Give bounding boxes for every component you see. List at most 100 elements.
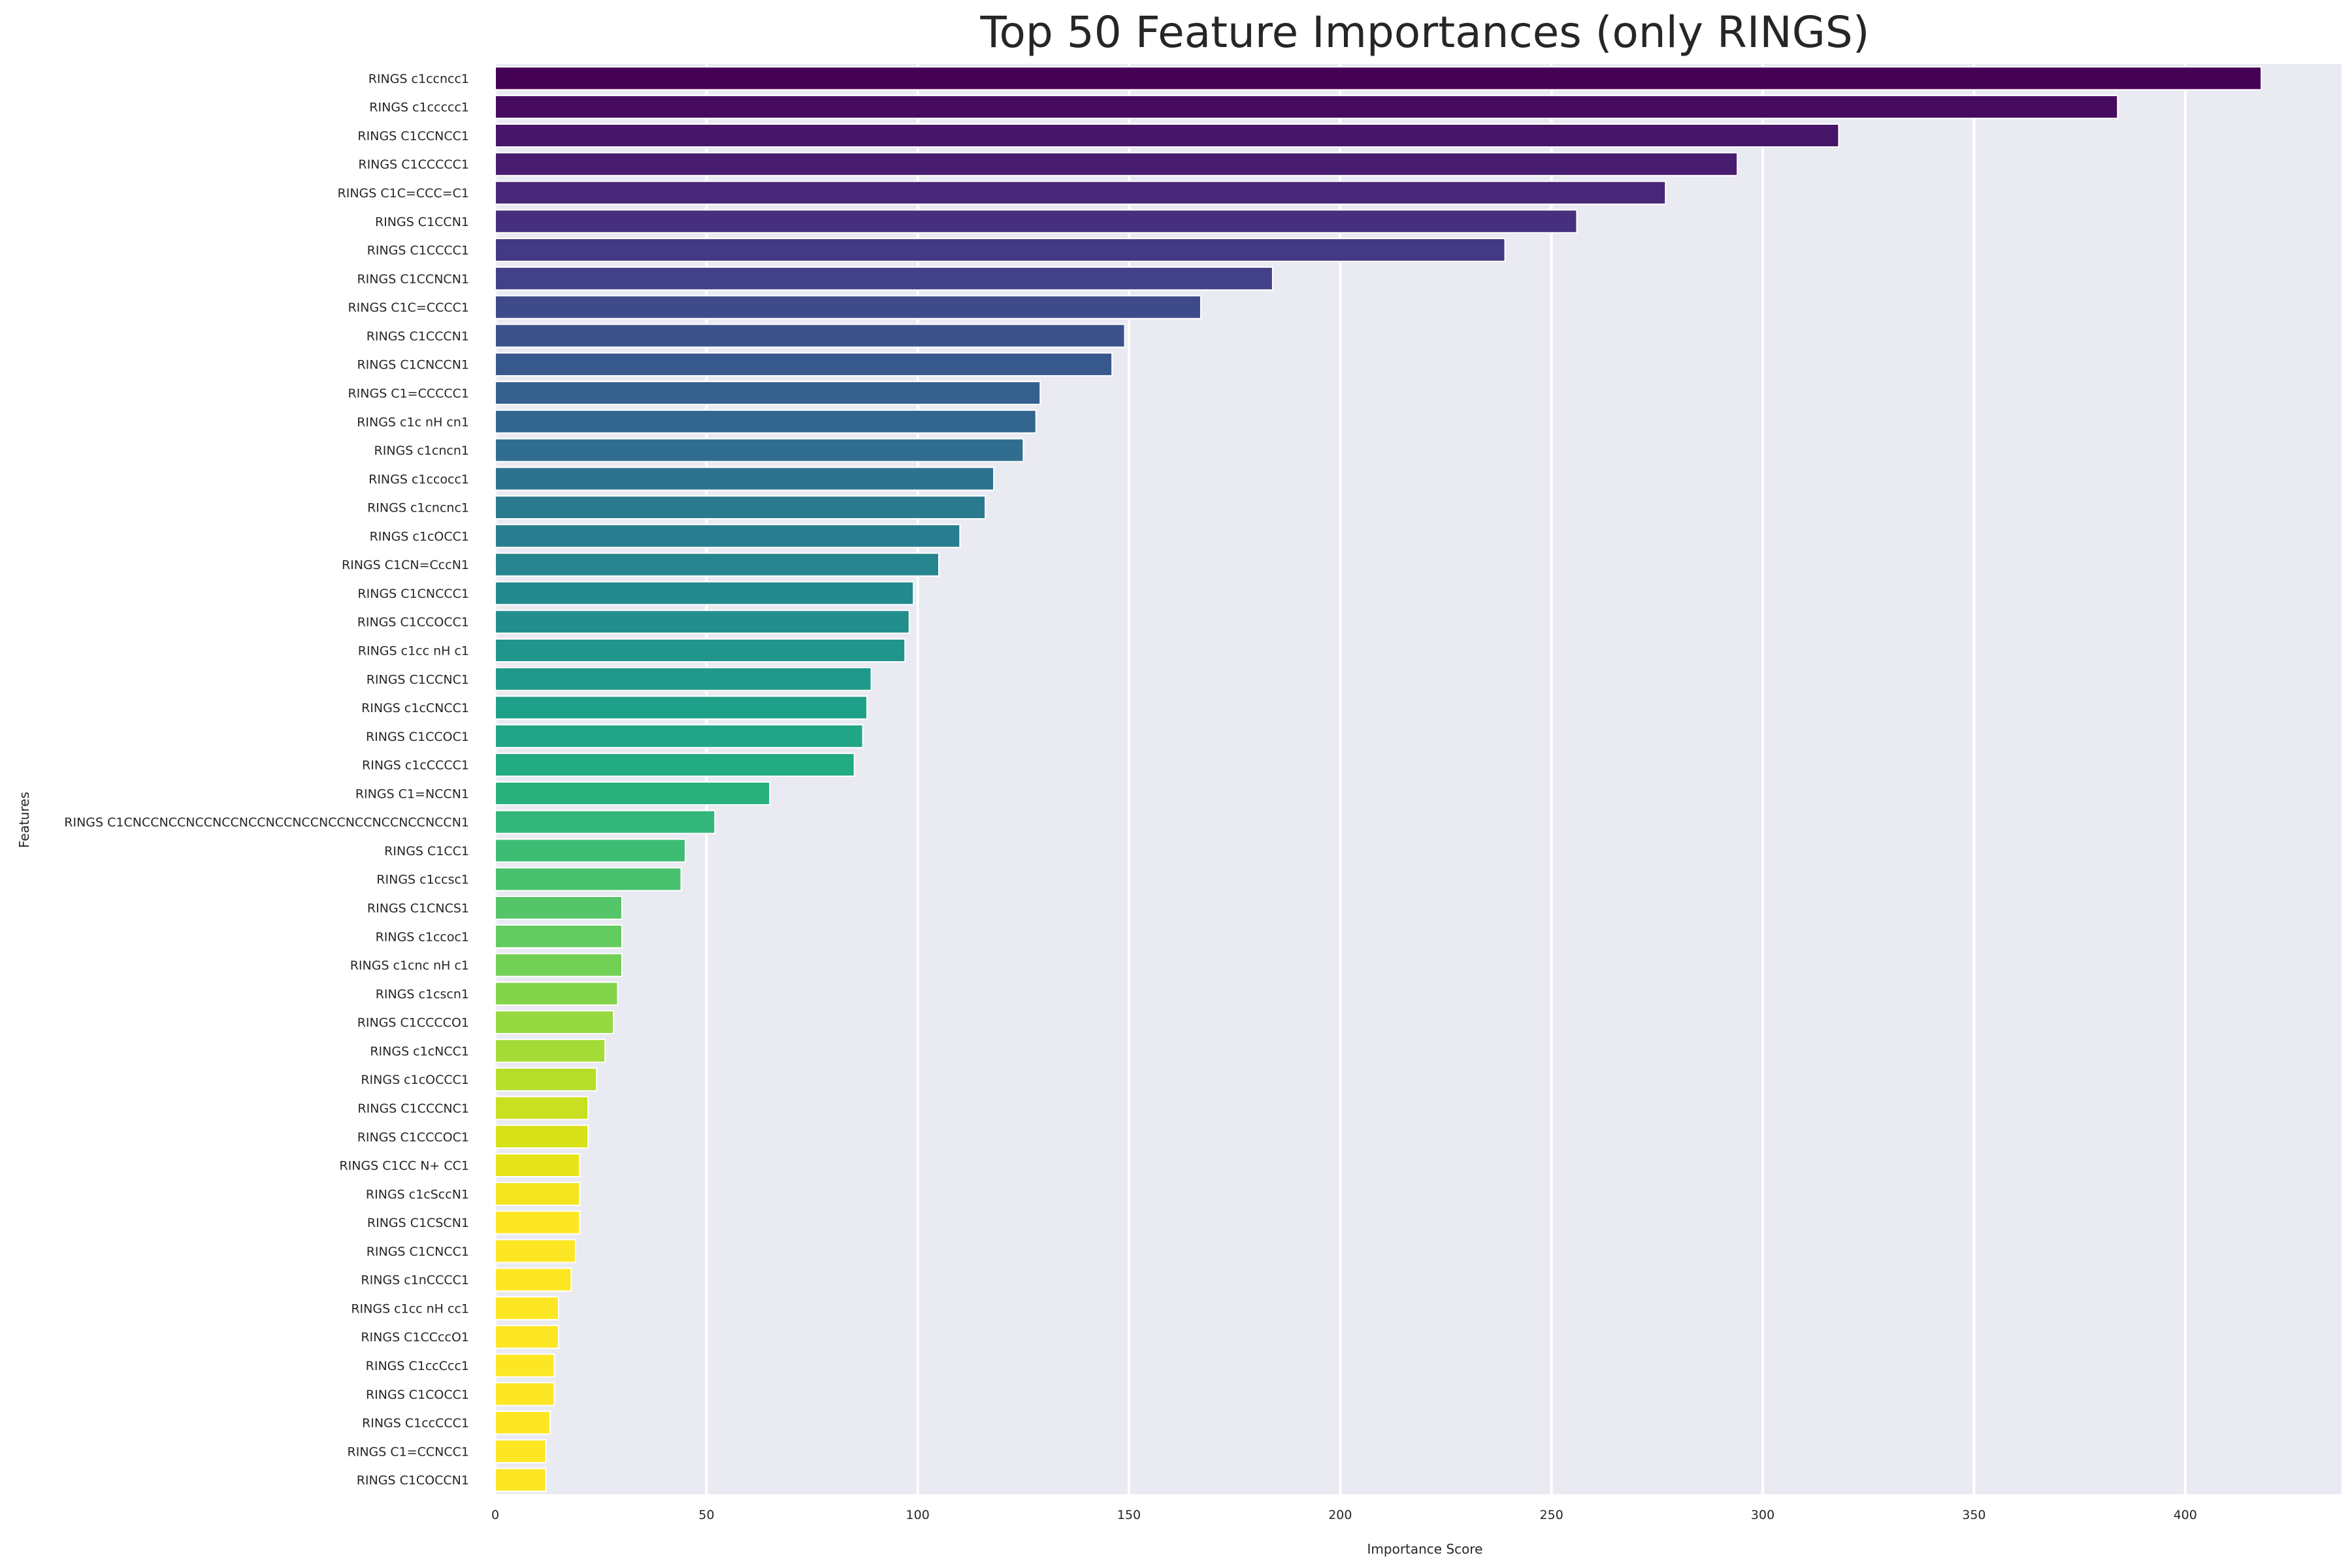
x-axis-title: Importance Score bbox=[1367, 1541, 1483, 1557]
y-tick-label: RINGS C1CNCCN1 bbox=[357, 358, 469, 372]
bar bbox=[495, 1267, 572, 1292]
bar bbox=[495, 1153, 581, 1178]
x-tick-label: 100 bbox=[906, 1508, 930, 1522]
bar bbox=[495, 838, 687, 863]
x-tick-label: 200 bbox=[1328, 1508, 1352, 1522]
y-axis-title: Features bbox=[16, 792, 32, 848]
y-tick-label: RINGS C1CN=CccN1 bbox=[342, 558, 469, 572]
x-tick-labels: 0 50 100 150 200 250 300 350 400 bbox=[491, 1508, 2197, 1522]
y-tick-label: RINGS C1=CCNCC1 bbox=[348, 1445, 469, 1459]
y-tick-labels: RINGS c1ccncc1 RINGS c1ccccc1 RINGS C1CCNC… bbox=[64, 72, 469, 1488]
y-tick-label: RINGS c1cCNCC1 bbox=[361, 701, 469, 715]
y-tick-label: RINGS C1CCOCC1 bbox=[357, 615, 469, 630]
y-tick-label: RINGS C1COCCN1 bbox=[357, 1473, 469, 1488]
y-tick-label: RINGS C1=CCCCC1 bbox=[348, 386, 469, 400]
bar bbox=[495, 495, 987, 520]
bar bbox=[495, 1324, 560, 1349]
bar bbox=[495, 523, 961, 548]
y-tick-label: RINGS C1CCOC1 bbox=[366, 730, 469, 744]
bar bbox=[495, 581, 915, 606]
y-tick-label: RINGS c1cc nH cc1 bbox=[351, 1301, 469, 1316]
bar bbox=[495, 266, 1273, 291]
bar bbox=[495, 323, 1126, 348]
x-tick-label: 350 bbox=[1962, 1508, 1985, 1522]
bar bbox=[495, 1210, 581, 1235]
bar bbox=[495, 1353, 555, 1378]
y-tick-label: RINGS c1cncnc1 bbox=[367, 501, 469, 515]
bar bbox=[495, 380, 1041, 405]
bar bbox=[495, 123, 1840, 148]
y-tick-label: RINGS C1CNCCC1 bbox=[357, 587, 469, 601]
y-tick-label: RINGS c1cOCC1 bbox=[370, 529, 469, 544]
bar bbox=[495, 409, 1037, 434]
y-tick-label: RINGS c1ccocc1 bbox=[368, 472, 469, 487]
bar bbox=[495, 781, 771, 806]
x-tick-label: 400 bbox=[2174, 1508, 2197, 1522]
y-tick-label: RINGS C1ccCCC1 bbox=[362, 1416, 469, 1431]
y-tick-label: RINGS C1CCNCC1 bbox=[357, 129, 469, 143]
bar bbox=[495, 666, 872, 691]
y-tick-label: RINGS c1ccccc1 bbox=[369, 101, 469, 115]
bar bbox=[495, 724, 864, 749]
x-tick-label: 50 bbox=[698, 1508, 714, 1522]
bar bbox=[495, 924, 623, 949]
y-tick-label: RINGS c1cncn1 bbox=[374, 444, 469, 458]
bar bbox=[495, 1382, 555, 1407]
y-tick-label: RINGS C1C=CCCC1 bbox=[348, 301, 469, 315]
y-tick-label: RINGS C1CCN1 bbox=[375, 215, 469, 229]
bar bbox=[495, 981, 619, 1006]
y-tick-label: RINGS C1CCCN1 bbox=[367, 329, 469, 344]
bar bbox=[495, 1411, 551, 1435]
bar bbox=[495, 552, 940, 577]
bar bbox=[495, 1124, 589, 1149]
y-tick-label: RINGS C1CSCN1 bbox=[367, 1216, 469, 1230]
bar bbox=[495, 809, 716, 834]
bar bbox=[495, 466, 995, 491]
y-tick-label: RINGS C1ccCcc1 bbox=[366, 1359, 469, 1373]
bar bbox=[495, 180, 1667, 205]
y-tick-label: RINGS C1CCCC1 bbox=[367, 244, 469, 258]
y-tick-label: RINGS C1CNCCNCCNCCNCCNCCNCCNCCNCCNCCNCCN… bbox=[64, 815, 469, 830]
y-tick-label: RINGS C1=NCCN1 bbox=[355, 787, 469, 801]
bar bbox=[495, 152, 1739, 176]
bar bbox=[495, 953, 623, 977]
y-tick-label: RINGS C1CCNC1 bbox=[367, 672, 469, 687]
bar bbox=[495, 238, 1506, 263]
bar bbox=[495, 1439, 547, 1463]
y-tick-label: RINGS c1ccsc1 bbox=[376, 873, 469, 887]
y-tick-label: RINGS c1cc nH c1 bbox=[358, 644, 469, 658]
bar bbox=[495, 638, 906, 663]
gridlines bbox=[494, 64, 2187, 1494]
y-tick-label: RINGS c1ccncc1 bbox=[368, 72, 469, 86]
y-tick-label: RINGS c1c nH cn1 bbox=[357, 415, 469, 429]
y-tick-label: RINGS c1cscn1 bbox=[376, 987, 469, 1002]
bar bbox=[495, 295, 1201, 319]
bars bbox=[495, 66, 2262, 1492]
y-tick-label: RINGS C1CCCCC1 bbox=[358, 157, 469, 172]
x-tick-label: 150 bbox=[1117, 1508, 1141, 1522]
bar bbox=[495, 1239, 576, 1264]
y-tick-label: RINGS c1nCCCC1 bbox=[361, 1273, 469, 1288]
bar bbox=[495, 1467, 547, 1492]
y-tick-label: RINGS C1CC1 bbox=[384, 844, 469, 858]
bar bbox=[495, 895, 623, 921]
y-tick-label: RINGS c1ccoc1 bbox=[376, 930, 469, 944]
y-tick-label: RINGS C1CCNCN1 bbox=[357, 272, 469, 286]
y-tick-label: RINGS C1COCC1 bbox=[366, 1388, 469, 1402]
y-tick-label: RINGS C1CC N+ CC1 bbox=[339, 1159, 469, 1173]
x-tick-label: 250 bbox=[1540, 1508, 1563, 1522]
x-tick-label: 300 bbox=[1751, 1508, 1774, 1522]
bar bbox=[495, 867, 682, 892]
y-tick-label: RINGS c1cSccN1 bbox=[366, 1187, 469, 1201]
bar bbox=[495, 1181, 581, 1206]
x-tick-label: 0 bbox=[491, 1508, 499, 1522]
bar bbox=[495, 1038, 606, 1063]
y-tick-label: RINGS C1C=CCC=C1 bbox=[338, 186, 469, 201]
y-tick-label: RINGS C1CCccO1 bbox=[361, 1330, 469, 1345]
y-tick-label: RINGS C1CCCNC1 bbox=[357, 1102, 469, 1116]
bar bbox=[495, 95, 2119, 120]
y-tick-label: RINGS c1cOCCC1 bbox=[361, 1073, 469, 1087]
bar bbox=[495, 1010, 615, 1035]
y-tick-label: RINGS C1CNCC1 bbox=[367, 1245, 469, 1259]
